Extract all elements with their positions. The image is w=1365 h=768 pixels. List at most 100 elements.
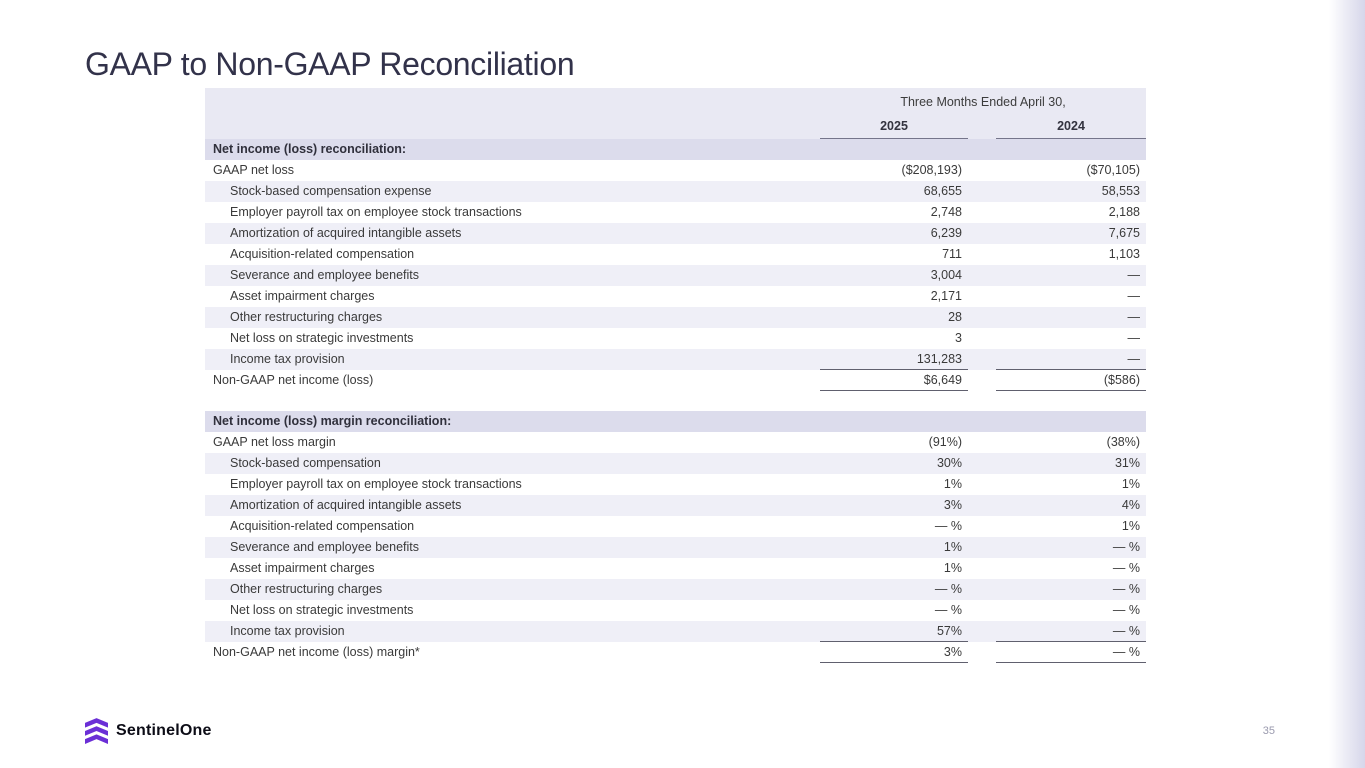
column-gap (968, 474, 996, 495)
row-label: Severance and employee benefits (230, 540, 420, 554)
table-row: Acquisition-related compensation 711 1,103 (205, 244, 1146, 265)
value-2025: 131,283 (820, 349, 968, 370)
column-gap (968, 370, 996, 391)
table-row: Asset impairment charges 1% — % (205, 558, 1146, 579)
column-gap (968, 432, 996, 453)
page-number: 35 (1262, 725, 1275, 737)
value-2024: 1% (1121, 519, 1140, 533)
table-row: GAAP net loss margin (91%) (38%) (205, 432, 1146, 453)
value-2025: 711 (942, 247, 962, 261)
column-gap (968, 114, 996, 139)
table-row: Income tax provision 57% — % (205, 621, 1146, 642)
table-body: Net income (loss) reconciliation: GAAP ne… (205, 139, 1146, 663)
column-gap (968, 286, 996, 307)
reconciliation-table: Three Months Ended April 30, 2025 2024 N… (205, 88, 1146, 663)
value-2024: ($70,105) (1086, 163, 1140, 177)
table-row: GAAP net loss ($208,193) ($70,105) (205, 160, 1146, 181)
value-2025: 2,171 (930, 289, 962, 303)
column-gap (968, 223, 996, 244)
value-2025: 3,004 (930, 268, 962, 282)
table-row: Acquisition-related compensation — % 1% (205, 516, 1146, 537)
value-2024: 4% (1121, 498, 1140, 512)
value-2024: — (996, 349, 1146, 370)
row-label: Net loss on strategic investments (230, 331, 414, 345)
section-header-label: Net income (loss) reconciliation: (213, 142, 407, 156)
value-2024: — (1127, 310, 1141, 324)
table-row: Severance and employee benefits 3,004 — (205, 265, 1146, 286)
column-gap (968, 349, 996, 370)
row-label: Non-GAAP net income (loss) margin* (213, 645, 420, 659)
column-gap (968, 642, 996, 663)
table-row: Severance and employee benefits 1% — % (205, 537, 1146, 558)
row-label: Stock-based compensation expense (230, 184, 432, 198)
section-spacer (205, 391, 1146, 411)
table-row: Non-GAAP net income (loss) margin* 3% — % (205, 642, 1146, 663)
column-gap (968, 265, 996, 286)
column-gap (968, 516, 996, 537)
year-header-row: 2025 2024 (205, 114, 1146, 139)
section-header-label: Net income (loss) margin reconciliation: (213, 414, 452, 428)
value-2025: 28 (948, 310, 962, 324)
value-2024: — (1127, 289, 1141, 303)
column-gap (968, 160, 996, 181)
column-gap (968, 453, 996, 474)
value-2024: ($586) (996, 370, 1146, 391)
value-2025: $6,649 (820, 370, 968, 391)
value-2025: — % (934, 582, 962, 596)
value-2024: (38%) (1106, 435, 1140, 449)
value-2024: 1,103 (1108, 247, 1140, 261)
value-2024: — % (996, 642, 1146, 663)
table-row: Amortization of acquired intangible asse… (205, 223, 1146, 244)
table-row: Net loss on strategic investments — % — % (205, 600, 1146, 621)
row-label: Other restructuring charges (230, 310, 383, 324)
value-2025: 3 (955, 331, 962, 345)
column-gap (968, 181, 996, 202)
empty-label-cell (205, 88, 820, 116)
row-label: Acquisition-related compensation (230, 247, 415, 261)
value-2024: — % (996, 621, 1146, 642)
value-2025: 68,655 (923, 184, 962, 198)
table-row: Other restructuring charges 28 — (205, 307, 1146, 328)
brand-logo: SentinelOne (85, 718, 212, 744)
value-2025: 1% (943, 477, 962, 491)
value-2025: — % (934, 519, 962, 533)
table-row: Stock-based compensation 30% 31% (205, 453, 1146, 474)
column-header-2025: 2025 (820, 114, 968, 139)
value-2024: 2,188 (1108, 205, 1140, 219)
row-label: Amortization of acquired intangible asse… (230, 226, 462, 240)
column-gap (968, 579, 996, 600)
table-row: Employer payroll tax on employee stock t… (205, 474, 1146, 495)
value-2025: 6,239 (930, 226, 962, 240)
column-gap (968, 558, 996, 579)
value-2024: — (1127, 268, 1141, 282)
value-2025: 1% (943, 540, 962, 554)
table-row: Net loss on strategic investments 3 — (205, 328, 1146, 349)
row-label: Employer payroll tax on employee stock t… (230, 477, 522, 491)
period-header-row: Three Months Ended April 30, (205, 88, 1146, 114)
row-label: Income tax provision (230, 624, 345, 638)
value-2025: 3% (820, 642, 968, 663)
column-gap (968, 244, 996, 265)
sentinelone-logo-icon (85, 718, 108, 744)
value-2025: 1% (943, 561, 962, 575)
table-header: Three Months Ended April 30, 2025 2024 (205, 88, 1146, 139)
brand-name: SentinelOne (116, 722, 212, 739)
value-2025: (91%) (928, 435, 962, 449)
value-2024: — % (1112, 561, 1140, 575)
value-2025: 30% (936, 456, 962, 470)
value-2024: 58,553 (1101, 184, 1140, 198)
row-label: Non-GAAP net income (loss) (213, 373, 374, 387)
row-label: Severance and employee benefits (230, 268, 420, 282)
table-row: Employer payroll tax on employee stock t… (205, 202, 1146, 223)
row-label: Other restructuring charges (230, 582, 383, 596)
column-gap (968, 307, 996, 328)
row-label: Asset impairment charges (230, 561, 375, 575)
value-2024: 31% (1114, 456, 1140, 470)
column-gap (968, 328, 996, 349)
row-label: GAAP net loss (213, 163, 295, 177)
column-gap (968, 600, 996, 621)
page-title: GAAP to Non-GAAP Reconciliation (85, 46, 575, 82)
right-edge-gradient (1329, 0, 1365, 768)
value-2024: — % (1112, 582, 1140, 596)
column-gap (968, 621, 996, 642)
